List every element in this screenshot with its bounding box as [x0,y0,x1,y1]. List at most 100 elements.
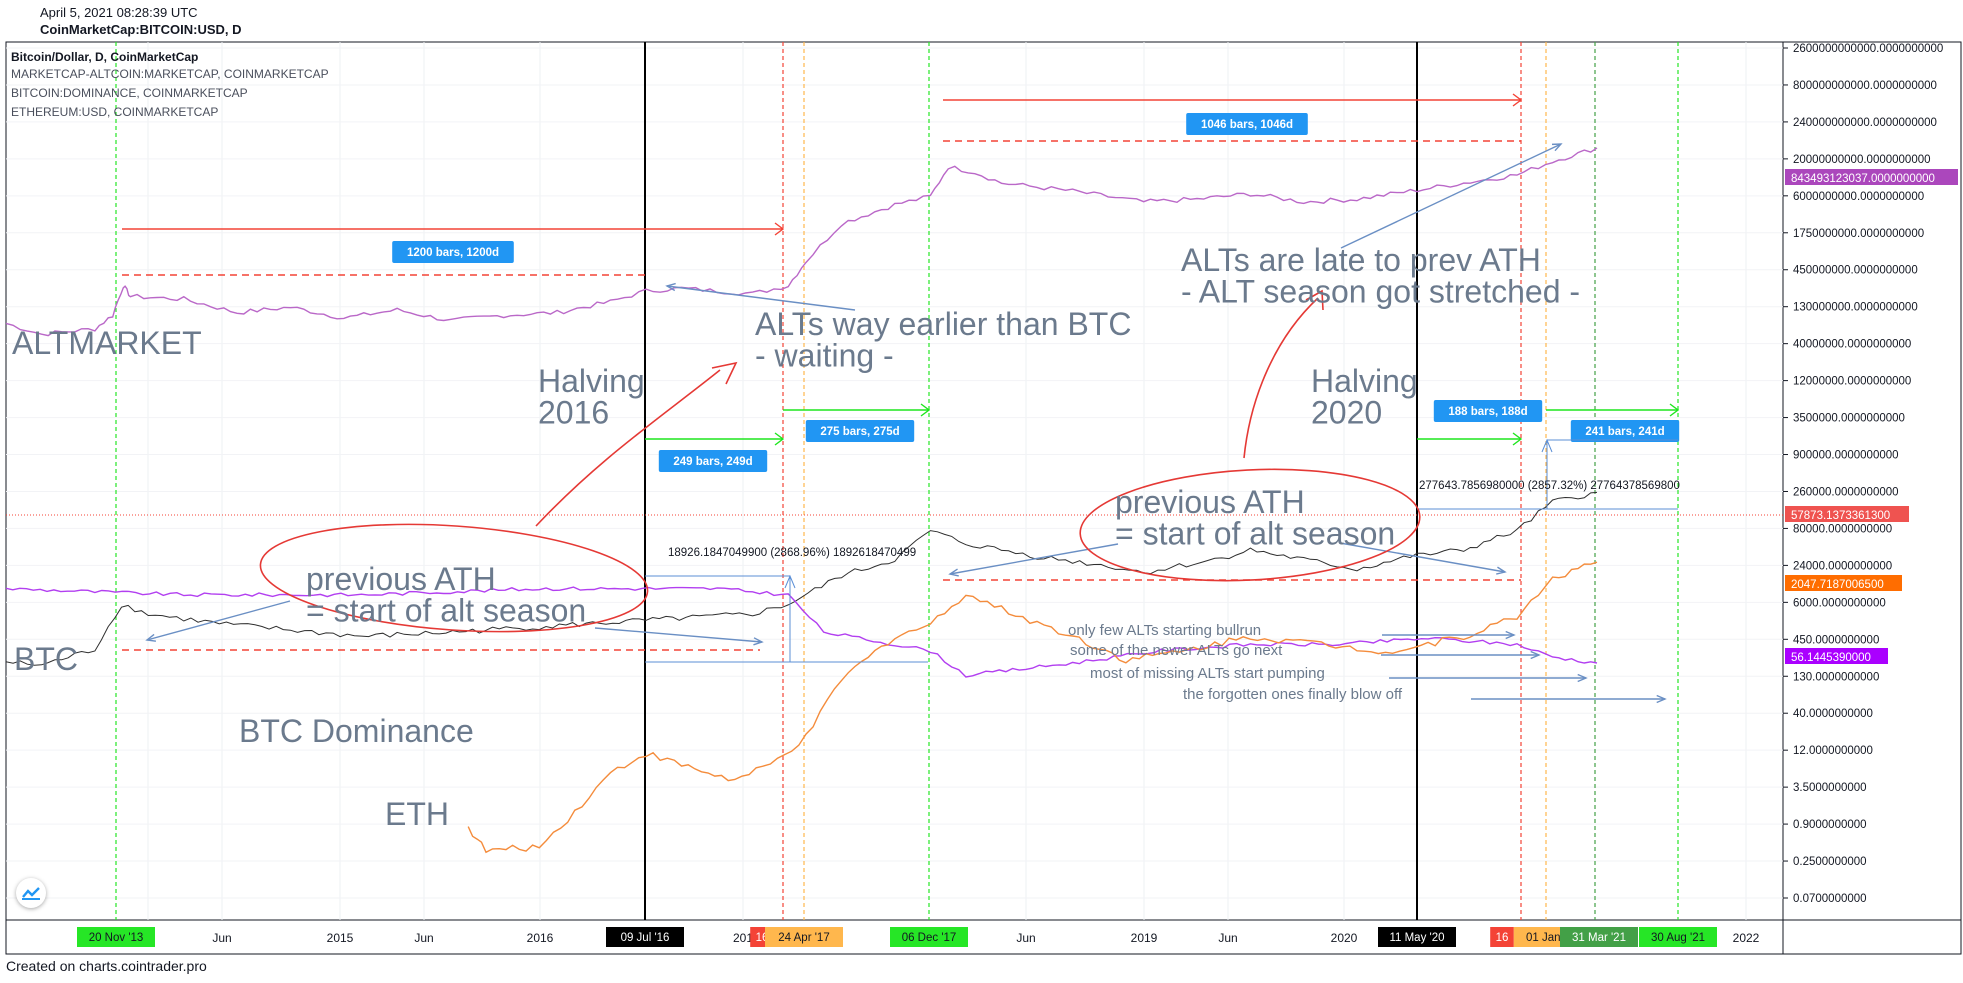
annotation-ath-right-line: = start of alt season [1115,515,1395,551]
arrow-241d-head [1669,403,1680,417]
date-label: 24 Apr '17 [778,932,829,944]
measure-2016-head [784,574,796,589]
measure-2020-head [1541,438,1553,453]
bar-count-label-bg [1570,420,1680,442]
price-tag-bg [1785,648,1888,664]
bar-count-label-bg [805,420,915,442]
rotation-arrow-0-head [1505,630,1516,640]
annotation-rotation-0: only few ALTs starting bullrun [1068,622,1261,639]
bar-count-label: 249 bars, 249d [673,456,752,468]
y-tick-label: 3.5000000000 [1793,782,1867,794]
y-tick-label: 130.0000000000 [1793,671,1879,683]
annotation-alts-earlier-line: - waiting - [755,337,894,373]
x-tick-label: Jun [1218,931,1237,945]
date-label: 16 [1496,932,1509,944]
date-label: 11 May '20 [1389,932,1444,944]
y-tick-label: 12000000.0000000000 [1793,376,1911,388]
arrow-188d-head [1512,432,1523,446]
date-label-bg [606,927,684,947]
symbol-label: CoinMarketCap:BITCOIN:USD, D [40,22,242,37]
date-label: 09 Jul '16 [621,932,670,944]
ink-ellipse-right [1079,468,1421,582]
ink-ellipse-left [259,523,649,633]
y-tick-label: 12.0000000000 [1793,745,1873,757]
price-tag-bg [1785,575,1902,591]
ath-arrow-left-b-head [753,637,764,646]
y-tick-label: 2600000000000.0000000000 [1793,43,1943,55]
annotation-rotation-1: some of the newer ALTs go next [1070,642,1283,659]
y-tick-label: 450000000.0000000000 [1793,265,1918,277]
rotation-arrow-1-head [1530,650,1541,660]
y-tick-label: 40000000.0000000000 [1793,339,1911,351]
chart-frame [5,41,1962,955]
alts-late-arrow-head [1551,143,1563,152]
y-tick-label: 130000000.0000000000 [1793,302,1918,314]
y-tick-label: 900000.0000000000 [1793,450,1899,462]
annotation-halving-2020-line: 2020 [1311,394,1382,430]
date-label: 30 Aug '21 [1651,932,1705,944]
series-line-eth [467,561,1598,854]
legend-altmarket[interactable]: MARKETCAP-ALTCOIN:MARKETCAP, COINMARKETC… [11,67,329,81]
x-tick-label: 2016 [527,931,554,945]
y-tick-label: 24000.0000000000 [1793,560,1892,572]
rotation-arrow-2-head [1577,673,1588,683]
legend-eth[interactable]: ETHEREUM:USD, COINMARKETCAP [11,105,219,119]
bar-count-label: 241 bars, 241d [1585,426,1664,438]
ink-arrow-left [535,369,721,527]
label-btc: BTC [14,641,78,677]
y-tick-label: 1750000000.0000000000 [1793,228,1924,240]
y-tick-label: 0.2500000000 [1793,856,1867,868]
date-label-bg [1378,927,1456,947]
legend-btc[interactable]: Bitcoin/Dollar, D, CoinMarketCap [11,50,199,64]
date-label-bg [77,927,155,947]
chart-header: April 5, 2021 08:28:39 UTC CoinMarketCap… [40,4,242,38]
date-label-bg [1639,927,1717,947]
y-tick-label: 6000000000.0000000000 [1793,191,1924,203]
date-label-bg [890,927,968,947]
ath-arrow-right-a [949,543,1119,575]
date-label: 20 Nov '13 [89,932,144,944]
ath-arrow-left-a-head [145,633,157,642]
ath-arrow-right-b [1339,542,1506,573]
y-tick-label: 80000.0000000000 [1793,523,1892,535]
annotation-alts-late-line: ALTs are late to prev ATH [1181,242,1541,278]
x-tick-label: Jun [414,931,433,945]
ink-arrow-right [1243,297,1319,459]
measure-2020 [1417,439,1678,510]
snapshot-date: April 5, 2021 08:28:39 UTC [40,5,198,20]
ink-arrow-left-head [711,361,738,385]
price-tag-bg [1785,169,1958,185]
date-label: 06 Dec '17 [902,932,957,944]
annotation-alts-late-line: - ALT season got stretched - [1181,273,1580,309]
alts-late-arrow [1340,143,1562,249]
bar-count-label: 1046 bars, 1046d [1201,119,1293,131]
bar-count-label-bg [658,450,768,472]
annotation-halving-2016-line: 2016 [538,394,609,430]
arrow-1046d-head [1512,93,1523,107]
date-label: 31 Mar '21 [1572,932,1626,944]
chart-canvas[interactable]: 4Jun2015Jun2016201Jun2019Jun202020222600… [0,38,1963,958]
x-tick-label: Jun [1016,931,1035,945]
annotation-alts-earlier-line: ALTs way earlier than BTC [755,306,1131,342]
tradingview-logo-icon[interactable] [16,878,46,908]
date-label-bg [765,927,843,947]
series-line-altmarket [5,147,1598,337]
date-label: 01 Jan ' [1526,932,1566,944]
label-eth: ETH [385,796,449,832]
y-tick-label: 800000000000.0000000000 [1793,80,1937,92]
measure-2016 [645,575,928,663]
ath-arrow-left-a [146,600,291,641]
ath-arrow-left-b [594,627,763,643]
annotation-halving-2020-line: Halving [1311,363,1418,399]
arrow-1200d-head [774,222,785,236]
annotation-ath-left-line: = start of alt season [306,592,586,628]
y-tick-label: 40.0000000000 [1793,708,1873,720]
annotation-ath-right-line: previous ATH [1115,484,1305,520]
y-tick-label: 0.0700000000 [1793,893,1867,905]
date-label-bg [1560,927,1638,947]
x-tick-label: 2022 [1733,931,1760,945]
x-tick-label: 2020 [1331,931,1358,945]
legend-dominance[interactable]: BITCOIN:DOMINANCE, COINMARKETCAP [11,86,248,100]
y-tick-label: 450.0000000000 [1793,634,1879,646]
y-tick-label: 0.9000000000 [1793,819,1867,831]
